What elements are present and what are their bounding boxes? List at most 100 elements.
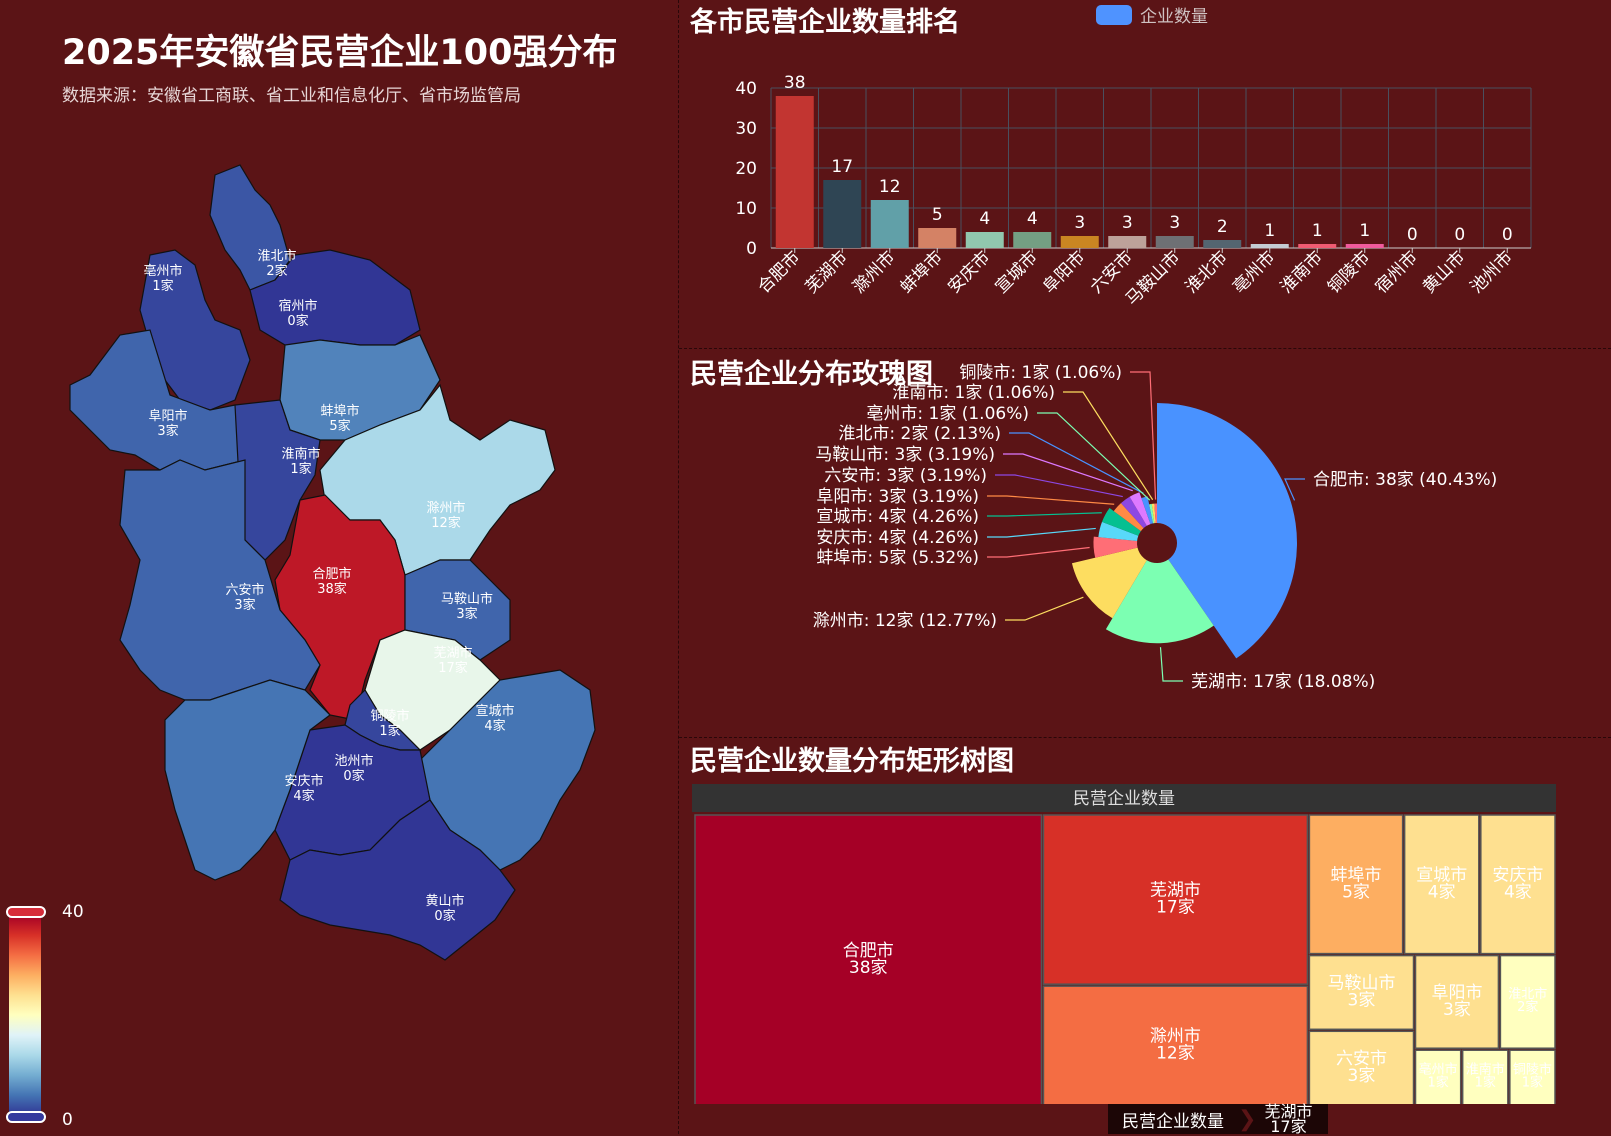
treemap-label: 淮北市 2家	[1508, 986, 1547, 1015]
bar[interactable]	[1155, 236, 1194, 248]
rose-slice[interactable]	[1129, 492, 1151, 526]
data-source: 数据来源：安徽省工商联、省工业和信息化厅、省市场监管局	[62, 86, 521, 106]
bar[interactable]	[1250, 244, 1289, 248]
rose-slice[interactable]	[1093, 536, 1138, 558]
bar-value-label: 4	[979, 209, 990, 229]
map-region[interactable]	[279, 799, 516, 961]
bar-value-label: 1	[1264, 221, 1275, 241]
vertical-divider	[678, 0, 679, 1134]
bar-x-tick: 蚌埠市	[897, 247, 947, 297]
bar[interactable]	[965, 232, 1004, 248]
rose-label-line	[1009, 432, 1144, 494]
bar[interactable]	[1108, 236, 1147, 248]
bar-legend[interactable]: 企业数量	[1096, 2, 1208, 27]
bar[interactable]	[1298, 244, 1337, 248]
rose-label: 芜湖市: 17家 (18.08%)	[1191, 672, 1375, 692]
bar[interactable]	[1060, 236, 1099, 248]
treemap-cell[interactable]	[1414, 954, 1500, 1049]
treemap-breadcrumb[interactable]: 民营企业数量 ❯ 芜湖市 17家	[1108, 1102, 1328, 1136]
bar-value-label: 4	[1027, 209, 1038, 229]
treemap-label: 安庆市 4家	[1492, 865, 1543, 902]
rose-label: 淮北市: 2家 (2.13%)	[838, 424, 1001, 444]
rose-slice[interactable]	[1157, 403, 1297, 659]
treemap-root-label: 民营企业数量	[1073, 789, 1175, 809]
bar-value-label: 12	[879, 177, 901, 197]
breadcrumb-current[interactable]: 芜湖市 17家	[1264, 1102, 1313, 1136]
rose-label-line	[987, 512, 1102, 517]
rose-label: 宣城市: 4家 (4.26%)	[816, 507, 979, 527]
rose-label: 亳州市: 1家 (1.06%)	[866, 404, 1029, 424]
bar-x-tick: 淮北市	[1182, 247, 1232, 297]
bar-value-label: 0	[1407, 225, 1418, 245]
treemap-cell[interactable]	[1414, 1049, 1462, 1104]
treemap-cell[interactable]	[1509, 1049, 1556, 1104]
treemap-label: 蚌埠市 5家	[1331, 865, 1382, 902]
rose-label-line	[1063, 391, 1154, 501]
treemap-cell[interactable]	[1042, 814, 1309, 985]
visual-map-handle-top[interactable]	[6, 906, 46, 918]
visual-map[interactable]: 40 0	[0, 895, 110, 1135]
treemap-label: 芜湖市 17家	[1150, 881, 1201, 918]
rose-slice[interactable]	[1071, 547, 1147, 619]
treemap-cell[interactable]	[694, 814, 1043, 1104]
treemap-label: 合肥市 38家	[843, 941, 894, 978]
rose-label: 六安市: 3家 (3.19%)	[824, 466, 987, 486]
rose-slice[interactable]	[1141, 496, 1154, 525]
bar-value-label: 0	[1454, 225, 1465, 245]
rose-label-line	[1003, 453, 1133, 492]
visual-map-handle-bottom[interactable]	[6, 1111, 46, 1123]
bar-x-tick: 芜湖市	[802, 247, 852, 297]
treemap-label: 滁州市 12家	[1150, 1027, 1201, 1064]
treemap-cell[interactable]	[1403, 814, 1480, 955]
bar-x-tick: 滁州市	[849, 247, 899, 297]
rose-slice[interactable]	[1113, 503, 1144, 532]
breadcrumb-root[interactable]: 民营企业数量	[1122, 1111, 1224, 1132]
rose-label-line	[987, 546, 1090, 558]
map-label: 亳州市 1家	[143, 263, 182, 294]
treemap-cell[interactable]	[1308, 954, 1415, 1031]
treemap-label: 铜陵市 1家	[1513, 1062, 1552, 1091]
bar-x-tick: 黄山市	[1419, 247, 1469, 297]
map-region[interactable]	[164, 679, 331, 881]
bar-value-label: 17	[831, 157, 853, 177]
bar[interactable]	[823, 180, 862, 248]
bar[interactable]	[918, 228, 957, 248]
bar[interactable]	[1013, 232, 1052, 248]
rose-label-line	[1284, 478, 1305, 501]
rose-slice[interactable]	[1098, 521, 1139, 541]
rose-slice[interactable]	[1154, 503, 1157, 524]
bar-y-tick: 10	[735, 199, 757, 219]
bar-x-tick: 宣城市	[992, 247, 1042, 297]
rose-slice[interactable]	[1120, 496, 1147, 529]
visual-map-bar	[9, 915, 41, 1115]
bar[interactable]	[1203, 240, 1242, 248]
breadcrumb-separator-icon: ❯	[1238, 1106, 1257, 1132]
rose-slice[interactable]	[1151, 503, 1156, 524]
bar[interactable]	[775, 96, 814, 248]
rose-slice[interactable]	[1105, 559, 1214, 644]
map-label: 黄山市 0家	[425, 893, 464, 924]
treemap-cell[interactable]	[1480, 814, 1556, 955]
map-label: 马鞍山市 3家	[441, 591, 493, 622]
rose-slice[interactable]	[1149, 503, 1155, 524]
bar-x-tick: 阜阳市	[1039, 247, 1089, 297]
treemap-cell[interactable]	[1308, 814, 1404, 955]
bar[interactable]	[870, 200, 909, 248]
treemap-cell[interactable]	[1042, 985, 1309, 1104]
map-label: 阜阳市 3家	[148, 408, 187, 439]
bar[interactable]	[1345, 244, 1384, 248]
rose-label: 马鞍山市: 3家 (3.19%)	[815, 445, 995, 465]
map-label: 安庆市 4家	[284, 773, 323, 804]
bar-value-label: 1	[1312, 221, 1323, 241]
rose-label: 阜阳市: 3家 (3.19%)	[816, 487, 979, 507]
rose-slice[interactable]	[1102, 508, 1141, 536]
treemap-cell[interactable]	[1499, 954, 1556, 1049]
bar-x-tick: 池州市	[1467, 247, 1517, 297]
treemap-label: 马鞍山市 3家	[1327, 973, 1395, 1010]
treemap-label: 六安市 3家	[1336, 1049, 1387, 1086]
treemap-cell[interactable]	[1308, 1030, 1415, 1104]
treemap-cell[interactable]	[1461, 1049, 1509, 1104]
bar-y-tick: 30	[735, 119, 757, 139]
